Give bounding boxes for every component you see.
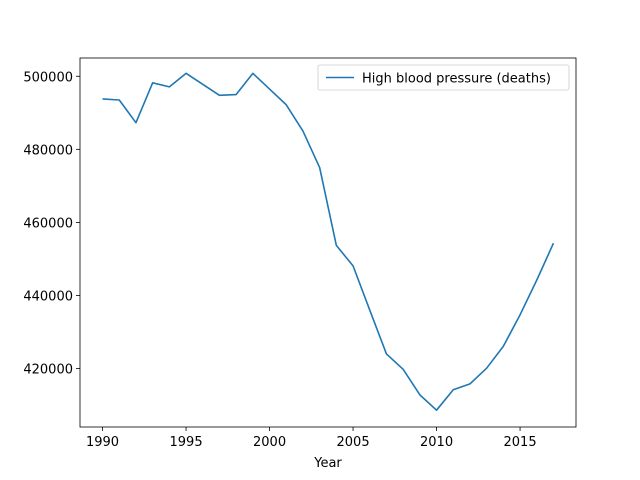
x-tick-label: 2005 — [337, 435, 370, 450]
y-tick-label: 440000 — [23, 289, 73, 304]
series-layer — [102, 72, 555, 411]
y-tick-label: 480000 — [23, 143, 73, 158]
x-tick-label: 2015 — [504, 435, 537, 450]
y-tick-label: 500000 — [23, 70, 73, 85]
x-tick-label: 2000 — [253, 435, 286, 450]
plot-frame — [79, 57, 577, 428]
legend-box — [317, 64, 570, 91]
y-tick-label: 420000 — [23, 363, 73, 378]
y-tick-label: 460000 — [23, 216, 73, 231]
x-axis: 1990 1995 2000 2005 2010 2015 — [86, 427, 537, 450]
x-tick-label: 2010 — [420, 435, 453, 450]
plot-area — [79, 57, 577, 428]
legend: High blood pressure (deaths) — [317, 64, 570, 91]
y-axis: 420000 440000 460000 480000 500000 — [23, 70, 80, 378]
series-line — [102, 72, 555, 411]
x-tick-label: 1990 — [86, 435, 119, 450]
x-tick-label: 1995 — [170, 435, 203, 450]
x-axis-label: Year — [313, 456, 342, 471]
legend-label: High blood pressure (deaths) — [362, 72, 551, 87]
